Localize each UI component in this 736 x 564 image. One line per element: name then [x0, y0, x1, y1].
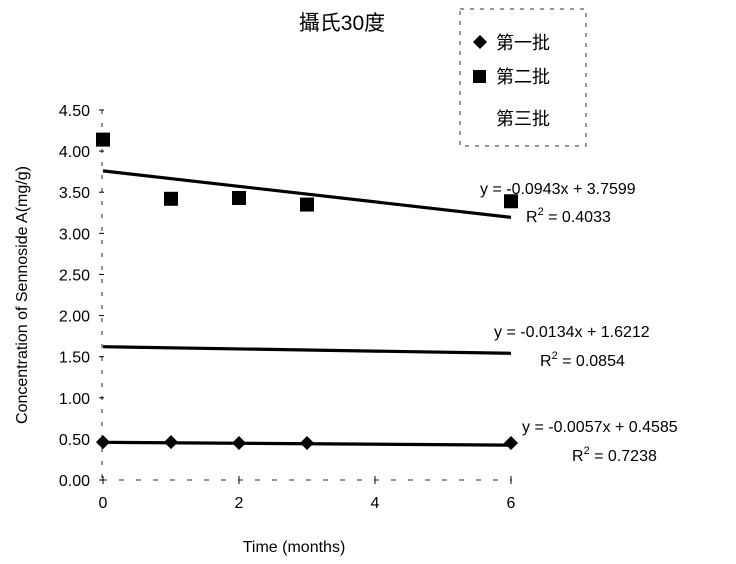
data-point-series-1 — [96, 435, 110, 450]
chart-title: 攝氏30度 — [299, 12, 385, 35]
y-tick-label: 3.00 — [59, 226, 90, 243]
legend-square-icon — [473, 70, 486, 83]
y-tick-label: 3.50 — [59, 185, 90, 202]
x-tick-label: 4 — [371, 495, 380, 512]
trendlines — [102, 169, 512, 447]
equation-series-2: y = -0.0943x + 3.7599 — [480, 181, 636, 198]
y-tick-label: 1.00 — [59, 391, 90, 408]
y-axis-ticks: 0.00 0.50 1.00 1.50 2.00 2.50 3.00 3.50 4.00 4.50 — [59, 103, 104, 490]
equation-labels: y = -0.0943x + 3.7599 R2 = 0.4033 y = -0… — [480, 181, 678, 465]
data-point-series-2 — [504, 194, 518, 209]
y-tick-label: 4.00 — [59, 144, 90, 161]
trendline-series-2 — [102, 169, 512, 219]
x-tick-label: 2 — [235, 495, 244, 512]
legend-label-series-2: 第二批 — [496, 67, 550, 87]
x-tick-label: 0 — [99, 495, 108, 512]
y-tick-label: 0.50 — [59, 432, 90, 449]
data-markers — [96, 132, 518, 450]
data-point-series-2 — [96, 132, 110, 147]
y-tick-label: 2.50 — [59, 267, 90, 284]
r2-series-2: R2 = 0.4033 — [526, 206, 611, 226]
legend-diamond-icon — [473, 35, 487, 49]
plot-frame — [101, 110, 512, 481]
data-point-series-2 — [232, 190, 246, 205]
y-axis-label: Concentration of Sennoside A(mg/g) — [14, 166, 31, 424]
r2-series-3: R2 = 0.0854 — [540, 350, 625, 370]
data-point-series-1 — [232, 436, 246, 450]
equation-series-1: y = -0.0057x + 0.4585 — [522, 419, 678, 436]
data-point-series-1 — [300, 436, 314, 450]
x-tick-label: 6 — [507, 495, 516, 512]
trendline-series-3 — [102, 345, 512, 355]
legend: 第一批 第二批 第三批 — [459, 8, 587, 147]
data-point-series-2 — [164, 191, 178, 206]
x-axis-label: Time (months) — [243, 539, 346, 556]
data-point-series-2 — [300, 197, 314, 212]
y-tick-label: 0.00 — [59, 473, 90, 490]
legend-box — [459, 8, 587, 147]
legend-label-series-1: 第一批 — [496, 33, 550, 53]
legend-label-series-3: 第三批 — [496, 109, 550, 129]
data-point-series-1 — [164, 435, 178, 450]
y-tick-label: 2.00 — [59, 309, 90, 326]
y-tick-label: 1.50 — [59, 350, 90, 367]
x-axis-ticks: 0 2 4 6 — [99, 476, 516, 512]
r2-series-1: R2 = 0.7238 — [572, 445, 657, 465]
data-point-series-1 — [504, 436, 518, 450]
y-tick-label: 4.50 — [59, 103, 90, 120]
equation-series-3: y = -0.0134x + 1.6212 — [494, 324, 650, 341]
